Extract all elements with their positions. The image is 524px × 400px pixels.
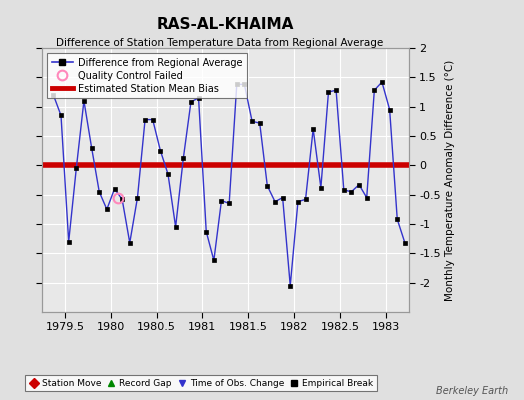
Title: RAS-AL-KHAIMA: RAS-AL-KHAIMA <box>157 16 294 32</box>
Legend: Station Move, Record Gap, Time of Obs. Change, Empirical Break: Station Move, Record Gap, Time of Obs. C… <box>26 375 377 392</box>
Text: Berkeley Earth: Berkeley Earth <box>436 386 508 396</box>
Text: Difference of Station Temperature Data from Regional Average: Difference of Station Temperature Data f… <box>57 38 384 48</box>
Legend: Difference from Regional Average, Quality Control Failed, Estimated Station Mean: Difference from Regional Average, Qualit… <box>47 53 247 98</box>
Y-axis label: Monthly Temperature Anomaly Difference (°C): Monthly Temperature Anomaly Difference (… <box>445 59 455 301</box>
